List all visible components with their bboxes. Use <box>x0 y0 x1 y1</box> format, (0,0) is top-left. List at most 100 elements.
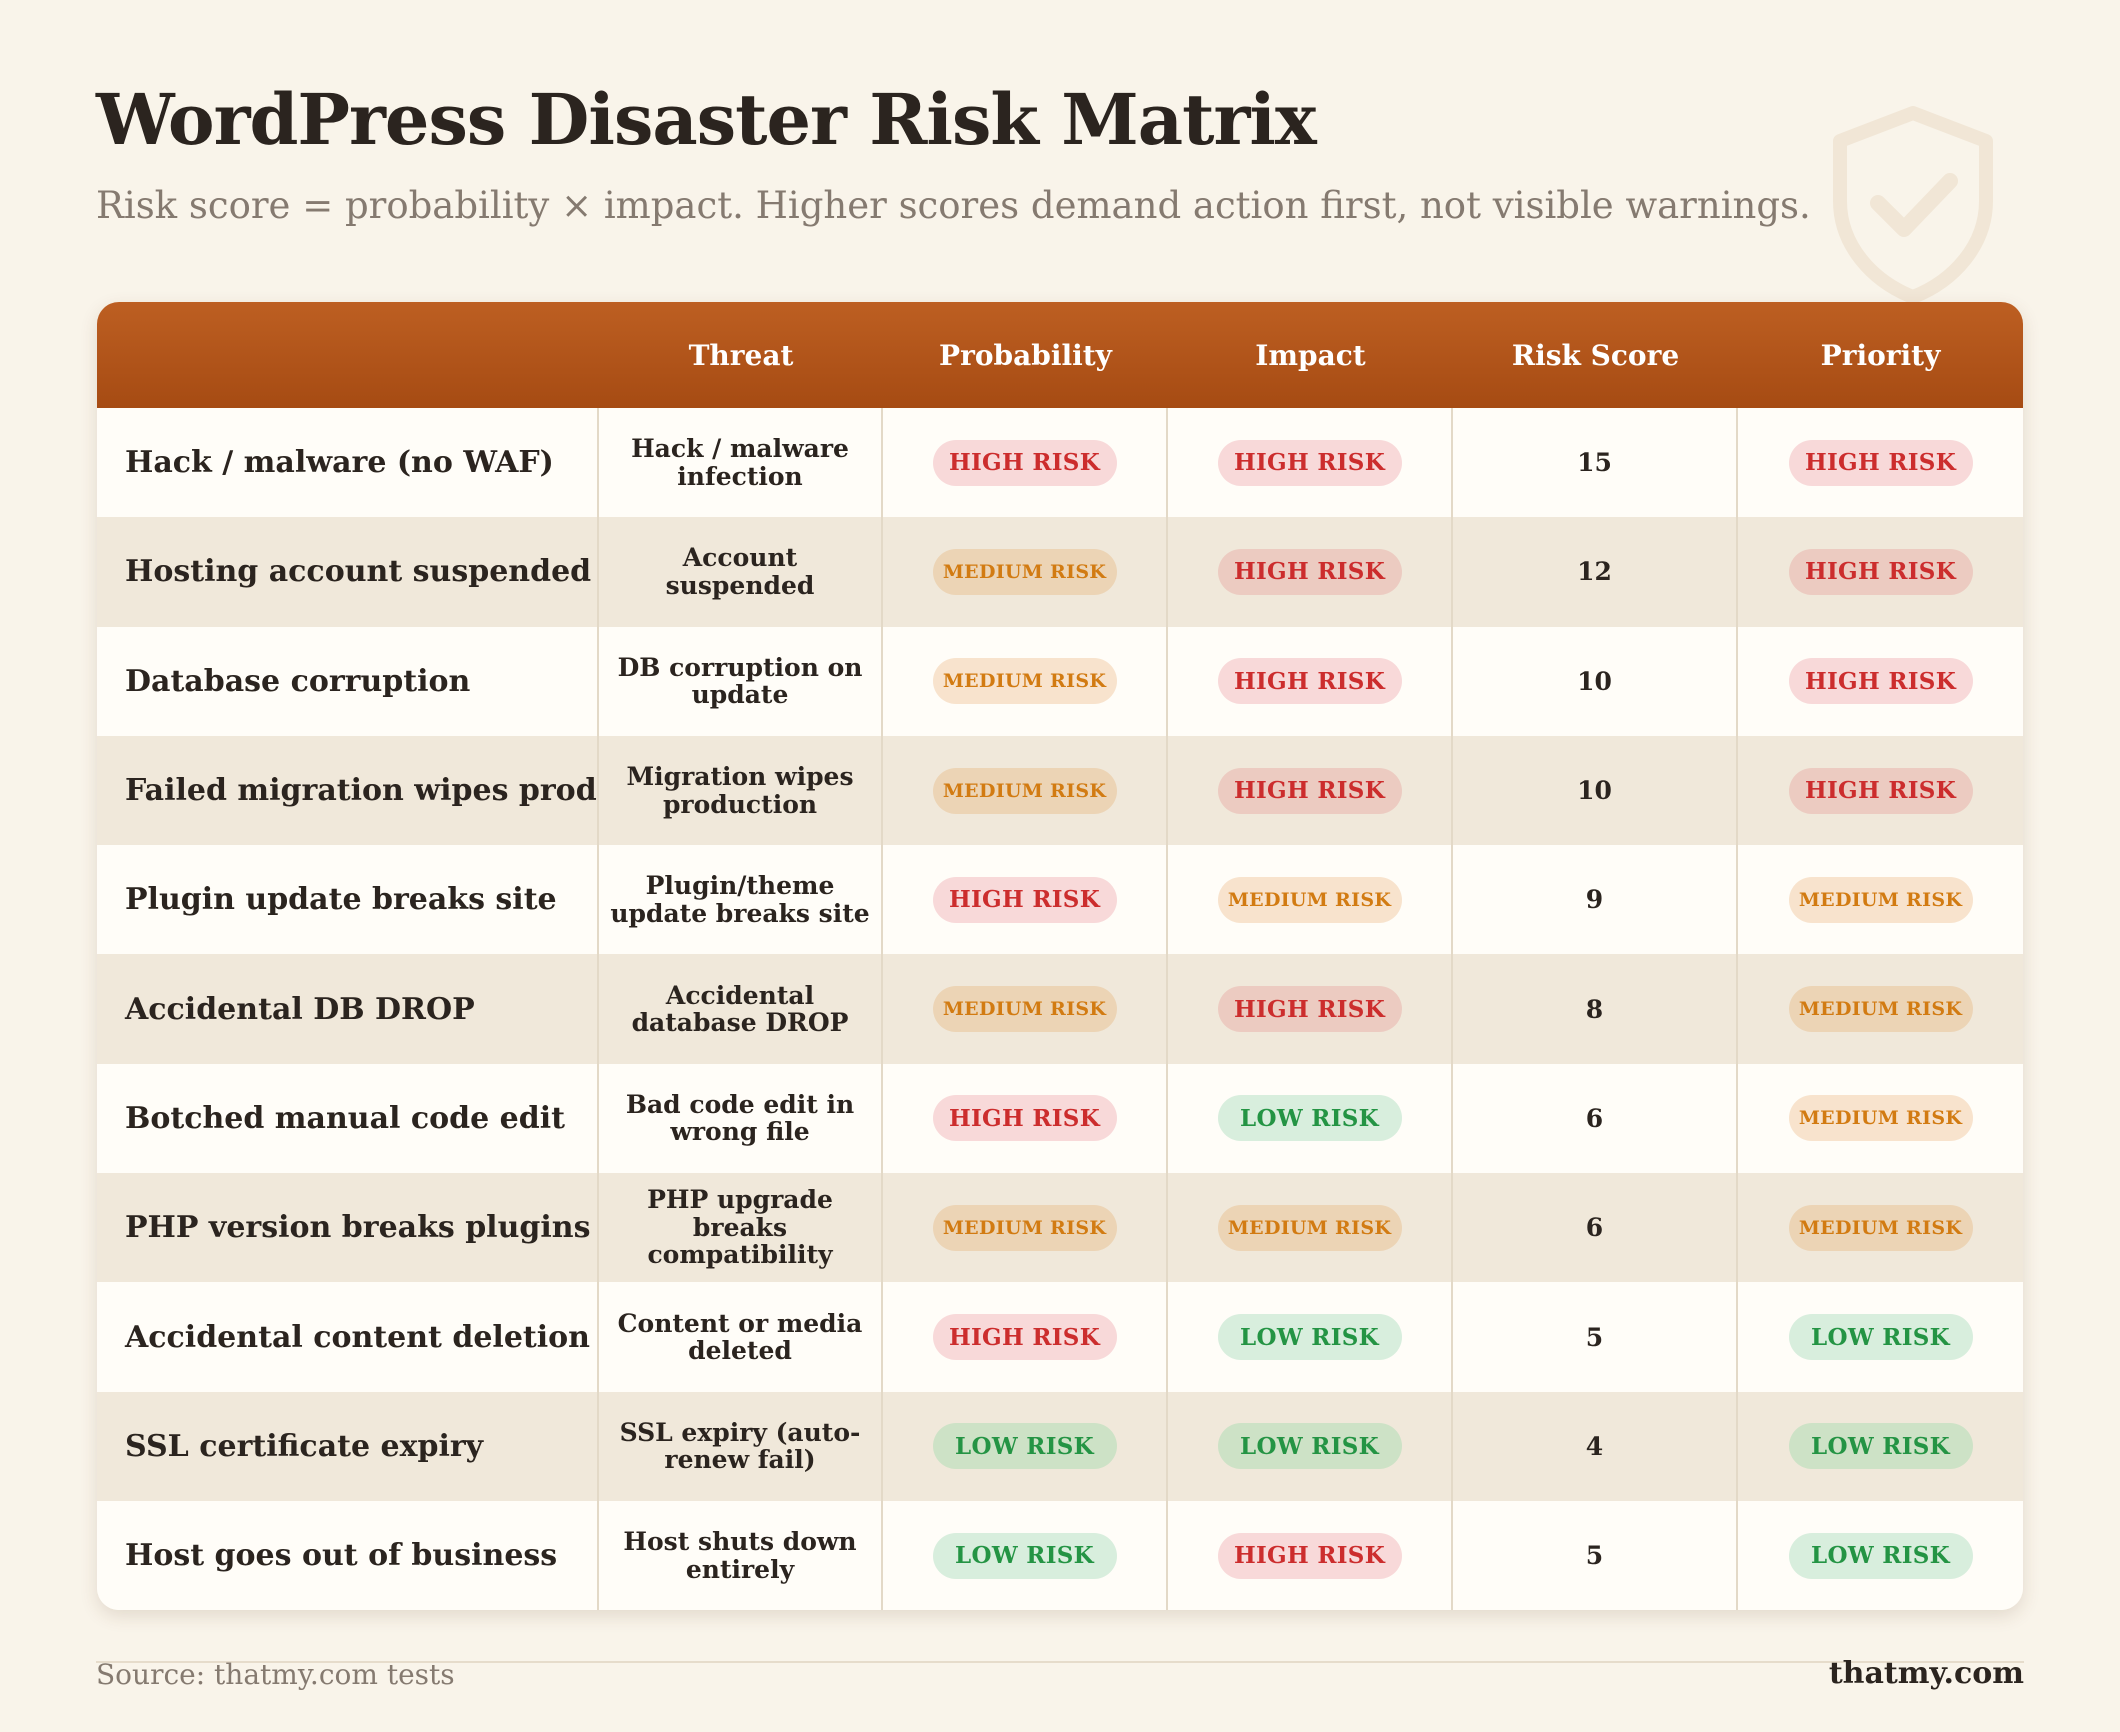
risk-score-cell: 10 <box>1453 626 1738 736</box>
column-header-priority: Priority <box>1820 338 1941 372</box>
risk-score-cell: 12 <box>1453 517 1738 627</box>
impact-badge: HIGH RISK <box>1217 439 1402 486</box>
scenario-cell: PHP version breaks plugins <box>97 1173 599 1283</box>
table-row: Accidental content deletion Content or me… <box>97 1282 2023 1392</box>
probability-badge: MEDIUM RISK <box>932 548 1117 595</box>
scenario-cell: Accidental DB DROP <box>97 954 599 1064</box>
probability-cell: LOW RISK <box>883 1500 1168 1610</box>
footer-divider <box>96 1661 2024 1663</box>
threat-cell: Account suspended <box>599 517 883 627</box>
priority-cell: LOW RISK <box>1738 1501 2023 1610</box>
risk-matrix-table: Threat Probability Impact Risk Score Pri… <box>97 302 2023 1610</box>
risk-score-cell: 4 <box>1453 1391 1738 1501</box>
impact-cell: HIGH RISK <box>1168 735 1453 846</box>
priority-cell: MEDIUM RISK <box>1738 845 2023 954</box>
risk-score-cell: 5 <box>1453 1500 1738 1610</box>
priority-cell: LOW RISK <box>1738 1392 2023 1501</box>
priority-badge: LOW RISK <box>1788 1314 1973 1361</box>
probability-badge: HIGH RISK <box>932 1314 1117 1361</box>
probability-badge: HIGH RISK <box>932 1095 1117 1142</box>
impact-badge: HIGH RISK <box>1217 1532 1402 1579</box>
brand-name: thatmy.com <box>1828 1656 2024 1691</box>
threat-cell: PHP upgrade breaks compatibility <box>599 1173 883 1283</box>
probability-cell: LOW RISK <box>883 1391 1168 1501</box>
probability-badge: LOW RISK <box>932 1423 1117 1470</box>
priority-cell: MEDIUM RISK <box>1738 954 2023 1063</box>
impact-cell: LOW RISK <box>1168 1391 1453 1501</box>
probability-badge: HIGH RISK <box>932 439 1117 486</box>
table-row: Host goes out of business Host shuts down… <box>97 1500 2023 1610</box>
priority-cell: LOW RISK <box>1738 1282 2023 1391</box>
risk-score-cell: 5 <box>1453 1282 1738 1392</box>
priority-cell: HIGH RISK <box>1738 517 2023 626</box>
risk-score-cell: 8 <box>1453 954 1738 1064</box>
priority-badge: HIGH RISK <box>1788 767 1973 814</box>
probability-cell: MEDIUM RISK <box>883 1173 1168 1283</box>
column-header-scenario <box>97 302 599 408</box>
scenario-cell: Database corruption <box>97 626 599 736</box>
probability-badge: LOW RISK <box>932 1532 1117 1579</box>
scenario-cell: Hack / malware (no WAF) <box>97 408 599 518</box>
probability-cell: MEDIUM RISK <box>883 735 1168 846</box>
probability-badge: MEDIUM RISK <box>932 767 1117 814</box>
impact-badge: HIGH RISK <box>1217 658 1402 705</box>
impact-badge: MEDIUM RISK <box>1217 876 1402 923</box>
priority-cell: MEDIUM RISK <box>1738 1064 2023 1173</box>
table-row: Failed migration wipes prod Migration wip… <box>97 735 2023 846</box>
scenario-cell: Host goes out of business <box>97 1500 599 1610</box>
shield-check-icon <box>1833 106 1993 304</box>
priority-cell: HIGH RISK <box>1738 736 2023 845</box>
impact-badge: LOW RISK <box>1217 1095 1402 1142</box>
scenario-cell: Plugin update breaks site <box>97 845 599 955</box>
impact-badge: HIGH RISK <box>1217 986 1402 1033</box>
probability-badge: MEDIUM RISK <box>932 986 1117 1033</box>
scenario-cell: Botched manual code edit <box>97 1063 599 1174</box>
table-row: Database corruption DB corruption on upda… <box>97 626 2023 736</box>
table-row: Botched manual code edit Bad code edit in… <box>97 1063 2023 1174</box>
probability-cell: MEDIUM RISK <box>883 626 1168 736</box>
probability-cell: HIGH RISK <box>883 845 1168 955</box>
table-header: Threat Probability Impact Risk Score Pri… <box>97 302 2023 408</box>
probability-cell: HIGH RISK <box>883 1282 1168 1392</box>
column-header-threat: Threat <box>688 338 794 372</box>
impact-badge: MEDIUM RISK <box>1217 1204 1402 1251</box>
impact-cell: HIGH RISK <box>1168 1500 1453 1610</box>
priority-badge: MEDIUM RISK <box>1788 1095 1973 1142</box>
threat-cell: Content or media deleted <box>599 1282 883 1392</box>
impact-cell: HIGH RISK <box>1168 408 1453 518</box>
priority-cell: HIGH RISK <box>1738 408 2023 517</box>
probability-cell: HIGH RISK <box>883 1063 1168 1174</box>
probability-cell: MEDIUM RISK <box>883 954 1168 1064</box>
impact-badge: HIGH RISK <box>1217 767 1402 814</box>
impact-badge: LOW RISK <box>1217 1423 1402 1470</box>
impact-cell: LOW RISK <box>1168 1282 1453 1392</box>
threat-cell: DB corruption on update <box>599 626 883 736</box>
table-row: PHP version breaks plugins PHP upgrade br… <box>97 1173 2023 1283</box>
impact-cell: MEDIUM RISK <box>1168 845 1453 955</box>
table-body: Hack / malware (no WAF) Hack / malware in… <box>97 408 2023 1610</box>
table-row: Hosting account suspended Account suspend… <box>97 517 2023 627</box>
threat-cell: Accidental database DROP <box>599 954 883 1064</box>
impact-cell: HIGH RISK <box>1168 626 1453 736</box>
threat-cell: Host shuts down entirely <box>599 1500 883 1610</box>
scenario-cell: SSL certificate expiry <box>97 1391 599 1501</box>
table-row: Plugin update breaks site Plugin/theme up… <box>97 845 2023 955</box>
scenario-cell: Accidental content deletion <box>97 1282 599 1392</box>
page-title: WordPress Disaster Risk Matrix <box>96 78 1317 161</box>
impact-cell: MEDIUM RISK <box>1168 1173 1453 1283</box>
priority-badge: MEDIUM RISK <box>1788 1204 1973 1251</box>
probability-cell: MEDIUM RISK <box>883 517 1168 627</box>
impact-cell: LOW RISK <box>1168 1063 1453 1174</box>
impact-cell: HIGH RISK <box>1168 954 1453 1064</box>
probability-badge: MEDIUM RISK <box>932 1204 1117 1251</box>
scenario-cell: Hosting account suspended <box>97 517 599 627</box>
probability-badge: HIGH RISK <box>932 876 1117 923</box>
impact-badge: LOW RISK <box>1217 1314 1402 1361</box>
priority-badge: LOW RISK <box>1788 1532 1973 1579</box>
table-row: Accidental DB DROP Accidental database DR… <box>97 954 2023 1064</box>
scenario-cell: Failed migration wipes prod <box>97 735 599 846</box>
risk-score-cell: 6 <box>1453 1173 1738 1283</box>
priority-cell: MEDIUM RISK <box>1738 1173 2023 1282</box>
table-row: Hack / malware (no WAF) Hack / malware in… <box>97 408 2023 518</box>
column-header-impact: Impact <box>1255 338 1366 372</box>
